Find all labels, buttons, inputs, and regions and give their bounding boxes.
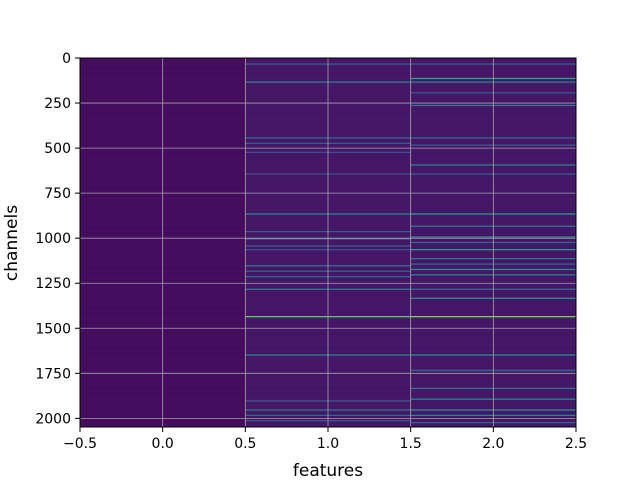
x-tick-label: 2.0	[482, 436, 504, 452]
y-tick-label: 0	[62, 51, 71, 67]
x-axis: −0.5 0.0 0.5 1.0 1.5 2.0 2.5	[63, 427, 587, 452]
x-tick-label: 1.5	[400, 436, 422, 452]
y-tick-label: 1250	[35, 276, 71, 292]
x-tick-label: 0.5	[234, 436, 256, 452]
y-tick-label: 1000	[35, 231, 71, 247]
x-tick-label: 0.0	[152, 436, 174, 452]
x-axis-label: features	[293, 461, 363, 480]
y-axis-label: channels	[2, 205, 22, 281]
y-tick-label: 2000	[35, 411, 71, 427]
y-tick-label: 750	[44, 186, 71, 202]
y-tick-label: 1750	[35, 366, 71, 382]
x-tick-label: 1.0	[317, 436, 339, 452]
grid-lines	[79, 57, 577, 427]
y-tick-label: 500	[44, 141, 71, 157]
y-tick-label: 1500	[35, 321, 71, 337]
x-tick-label: 2.5	[565, 436, 587, 452]
y-axis: 0 250 500 750 1000 1250 1500 1750 2000	[35, 51, 80, 427]
y-tick-label: 250	[44, 96, 71, 112]
x-tick-label: −0.5	[63, 436, 97, 452]
